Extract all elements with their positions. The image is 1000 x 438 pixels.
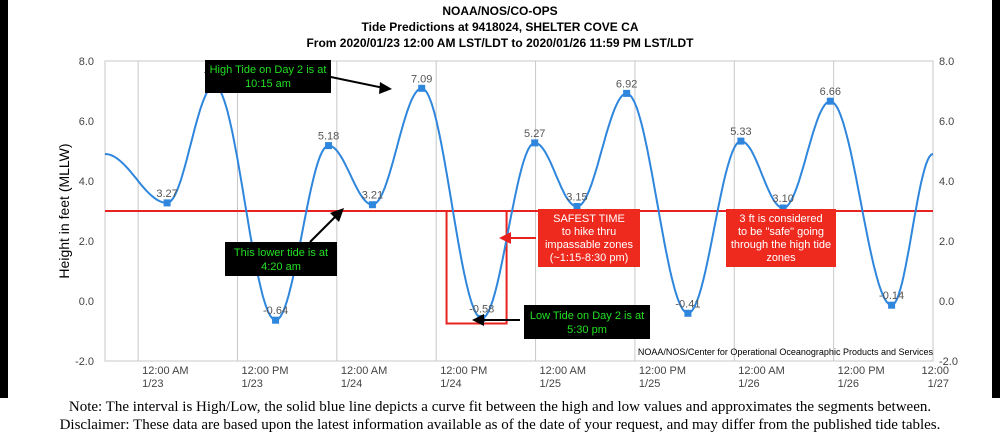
y-tick-label: -2.0 [75, 356, 94, 368]
callout-lower-tide-line2: 4:20 am [261, 261, 301, 273]
tide-point [826, 97, 834, 105]
callout-lower-tide-line1: This lower tide is at [234, 247, 328, 259]
tide-point-label: 3.21 [362, 190, 383, 202]
x-tick-date: 1/23 [142, 378, 163, 390]
tide-point [163, 199, 171, 207]
callout-safest-line2: to hike thru [562, 226, 616, 238]
x-tick-time: 12:00 PM [639, 365, 686, 377]
tide-point-label: 3.27 [156, 188, 177, 200]
y-tick-label-right: 6.0 [939, 116, 954, 128]
arrow-lower-tide [309, 213, 339, 243]
tide-point-label: 3.15 [566, 192, 587, 204]
x-tick-date: 1/24 [341, 378, 362, 390]
chart-frame: NOAA/NOS/CO-OPS Tide Predictions at 9418… [8, 0, 992, 400]
tide-point [531, 139, 539, 147]
tide-point [573, 203, 581, 210]
tide-point-label: -0.41 [675, 298, 700, 310]
x-tick-date: 1/23 [241, 378, 262, 390]
x-tick-date: 1/25 [540, 378, 561, 390]
chart-header-station: Tide Predictions at 9418024, SHELTER COV… [362, 20, 639, 34]
tide-curve [104, 84, 934, 322]
callout-threshold-line2: to be "safe" going [738, 226, 824, 238]
arrow-high-day2 [325, 75, 385, 89]
tide-point [737, 137, 745, 145]
tide-point-label: -0.64 [263, 305, 288, 317]
callout-arrows [309, 75, 536, 326]
x-tick-time: 12:00 PM [440, 365, 487, 377]
x-tick-time: 12:00 PM [838, 365, 885, 377]
x-tick-time: 12:00 AM [142, 365, 188, 377]
tide-point [779, 204, 787, 212]
note-text: Note: The interval is High/Low, the soli… [68, 399, 932, 415]
credit-text: NOAA/NOS/Center for Operational Oceanogr… [638, 347, 934, 357]
tide-points: 3.277.18-0.645.183.217.09-0.585.273.156.… [156, 71, 904, 324]
x-tick-time: 12:00 PM [241, 365, 288, 377]
callout-threshold-line4: zones [766, 252, 796, 264]
callout-safest-line1: SAFEST TIME [553, 213, 625, 225]
x-tick-date: 1/25 [639, 378, 660, 390]
callout-threshold-line1: 3 ft is considered [739, 213, 822, 225]
y-tick-label: 0.0 [79, 296, 94, 308]
callout-safe-threshold: 3 ft is considered to be "safe" going th… [726, 209, 836, 267]
tide-point [272, 316, 280, 324]
safest-window-box [445, 210, 508, 325]
callout-low-day2: Low Tide on Day 2 is at 5:30 pm [524, 305, 650, 339]
tide-point-label: -0.14 [879, 290, 904, 302]
y-tick-label: 4.0 [79, 176, 94, 188]
tide-point [623, 89, 631, 97]
callout-high-day2-line1: High Tide on Day 2 is at [210, 64, 327, 76]
tide-point-label: 6.66 [820, 86, 841, 98]
tide-point [888, 301, 896, 309]
y-axis-label: Height in feet (MLLW) [56, 143, 72, 278]
callout-threshold-line3: through the high tide [731, 239, 831, 251]
y-tick-label: 2.0 [79, 236, 94, 248]
callout-safest-line4: (~1:15-8:30 pm) [550, 252, 629, 264]
arrow-safest-head [499, 232, 511, 244]
tide-point-label: 7.09 [411, 73, 432, 85]
callout-lower-tide: This lower tide is at 4:20 am [225, 242, 337, 276]
tide-point-label: -0.58 [469, 303, 494, 315]
callout-low-day2-line1: Low Tide on Day 2 is at [530, 310, 644, 322]
x-tick-date: 1/27 [928, 378, 949, 390]
y-tick-label-right: 8.0 [939, 56, 954, 68]
disclaimer-text: Disclaimer: These data are based upon th… [59, 417, 941, 433]
y-axis-right: -2.0 0.0 2.0 4.0 6.0 8.0 [939, 56, 958, 368]
x-tick-time: 12:00 AM [540, 365, 586, 377]
callout-high-day2-line2: 10:15 am [245, 78, 291, 90]
y-axis-left: -2.0 0.0 2.0 4.0 6.0 8.0 [75, 56, 94, 368]
tide-point-label: 6.92 [616, 78, 637, 90]
y-tick-label: 8.0 [79, 56, 94, 68]
tide-point-label: 5.18 [318, 131, 339, 143]
tide-point [418, 84, 426, 92]
arrow-lower-tide-head [330, 208, 344, 222]
tide-point [368, 201, 376, 209]
callout-safest-time: SAFEST TIME to hike thru impassable zone… [538, 209, 640, 267]
chart-header-range: From 2020/01/23 12:00 AM LST/LDT to 2020… [306, 36, 694, 50]
tide-chart: NOAA/NOS/CO-OPS Tide Predictions at 9418… [56, 4, 958, 390]
tide-point-label: 5.27 [524, 128, 545, 140]
arrow-low-day2-head [472, 314, 484, 326]
y-tick-label-right: 2.0 [939, 236, 954, 248]
y-tick-label: 6.0 [79, 116, 94, 128]
y-tick-label-right: 4.0 [939, 176, 954, 188]
chart-header-agency: NOAA/NOS/CO-OPS [442, 4, 557, 18]
callout-low-day2-line2: 5:30 pm [567, 324, 607, 336]
x-tick-time: 12:00 AM [738, 365, 784, 377]
tide-point [325, 142, 333, 150]
x-tick-time: 12:00 AM [341, 365, 387, 377]
tide-point [684, 309, 692, 317]
x-tick-date: 1/24 [440, 378, 461, 390]
x-tick-date: 1/26 [738, 378, 759, 390]
arrow-high-day2-head [379, 82, 392, 94]
tide-point-label: 3.10 [772, 193, 793, 205]
y-tick-label-right: 0.0 [939, 296, 954, 308]
notes-section: Note: The interval is High/Low, the soli… [0, 398, 1000, 438]
callout-safest-line3: impassable zones [545, 239, 634, 251]
y-tick-label-right: -2.0 [939, 356, 958, 368]
tide-point-label: 5.33 [730, 126, 751, 138]
x-tick-time: 12:00 [921, 365, 949, 377]
x-tick-date: 1/26 [838, 378, 859, 390]
callout-high-day2: High Tide on Day 2 is at 10:15 am [205, 60, 331, 93]
